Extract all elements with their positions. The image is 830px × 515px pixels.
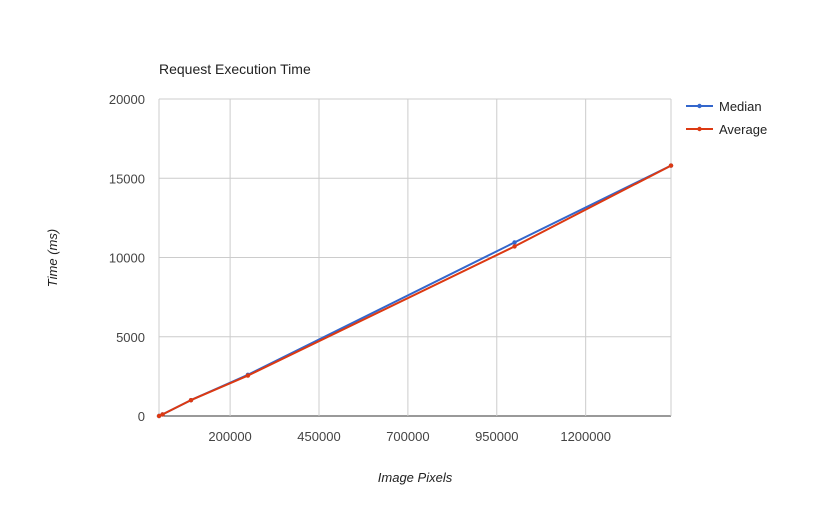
legend-label-median: Median — [719, 99, 762, 114]
data-point-average — [668, 163, 674, 168]
y-tick-label: 5000 — [116, 330, 145, 345]
series-lines — [156, 163, 674, 419]
y-tick-label: 15000 — [109, 171, 145, 186]
data-point-average — [512, 244, 517, 249]
y-axis-title: Time (ms) — [45, 229, 60, 287]
x-axis-title: Image Pixels — [378, 470, 453, 485]
data-point-average — [160, 412, 165, 417]
data-point-average — [156, 413, 162, 419]
data-point-average — [188, 397, 194, 403]
x-tick-label: 200000 — [208, 429, 251, 444]
x-tick-label: 950000 — [475, 429, 518, 444]
legend-marker-median — [697, 103, 702, 109]
grid — [158, 98, 672, 417]
data-point-median — [512, 240, 517, 245]
x-tick-label: 450000 — [297, 429, 340, 444]
axes: 0 5000 10000 15000 20000 200000 450000 700000 95… — [109, 92, 611, 444]
series-line-median — [158, 164, 672, 417]
data-point-average — [245, 373, 251, 378]
y-tick-label: 0 — [138, 409, 145, 424]
legend-label-average: Average — [719, 122, 767, 137]
x-tick-label: 1200000 — [560, 429, 611, 444]
legend: Median Average — [686, 99, 767, 137]
y-tick-label: 20000 — [109, 92, 145, 107]
chart-title: Request Execution Time — [159, 61, 311, 77]
y-tick-label: 10000 — [109, 251, 145, 266]
legend-marker-average — [697, 126, 702, 132]
x-tick-label: 700000 — [386, 429, 429, 444]
